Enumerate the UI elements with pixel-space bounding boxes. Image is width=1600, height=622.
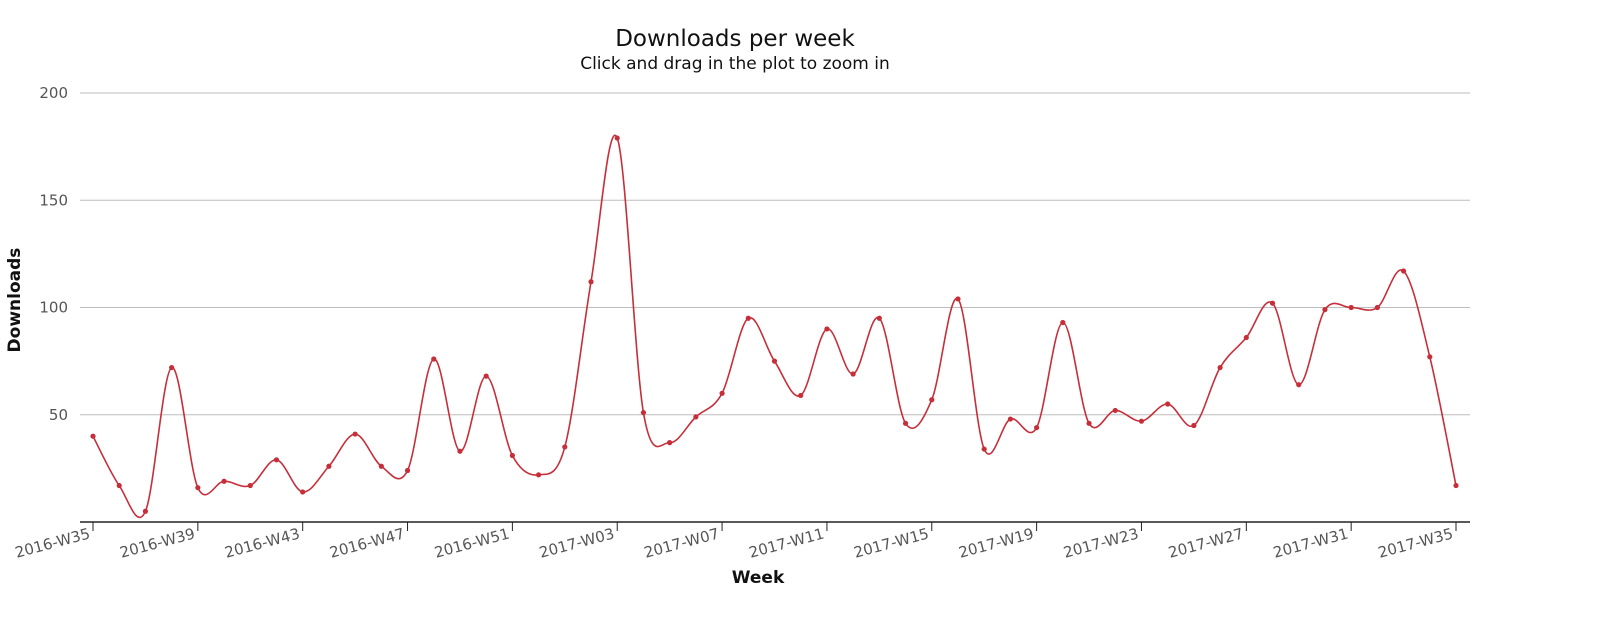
data-point[interactable]	[404, 467, 411, 474]
x-tick-label: 2017-W31	[1271, 524, 1350, 561]
series-group	[90, 134, 1459, 519]
data-point[interactable]	[562, 444, 568, 450]
x-tick-label: 2017-W07	[642, 524, 721, 561]
data-point[interactable]	[431, 356, 437, 362]
x-axis-title: Week	[732, 568, 785, 588]
data-point[interactable]	[693, 414, 699, 420]
data-point[interactable]	[1322, 307, 1328, 313]
data-point[interactable]	[116, 482, 122, 489]
data-point[interactable]	[955, 296, 961, 302]
data-point[interactable]	[169, 364, 175, 371]
x-tick-label: 2017-W27	[1166, 524, 1245, 561]
data-point[interactable]	[1348, 304, 1354, 311]
data-point[interactable]	[1296, 382, 1302, 388]
data-point[interactable]	[1243, 334, 1249, 341]
data-point[interactable]	[1191, 422, 1197, 429]
data-point[interactable]	[273, 457, 280, 463]
data-point[interactable]	[142, 508, 149, 514]
x-axis: 2016-W35 2016-W39 2016-W43 2016-W47 2016-W51…	[13, 521, 1470, 562]
x-tick-label: 2017-W03	[537, 524, 616, 561]
data-point[interactable]	[1138, 418, 1145, 424]
data-point[interactable]	[1427, 354, 1433, 360]
x-tick-label: 2016-W47	[328, 524, 407, 561]
data-point[interactable]	[300, 489, 306, 495]
x-tick-label: 2017-W11	[747, 524, 826, 561]
data-point[interactable]	[1374, 304, 1380, 311]
data-point[interactable]	[1060, 319, 1066, 326]
x-tick-label: 2016-W51	[432, 524, 511, 561]
data-point[interactable]	[824, 326, 830, 332]
data-point[interactable]	[798, 392, 804, 399]
y-tick-label: 200	[39, 84, 68, 102]
data-point[interactable]	[640, 410, 647, 416]
x-tick-label: 2016-W43	[223, 524, 302, 561]
data-point[interactable]	[1007, 416, 1014, 422]
y-tick-label: 100	[39, 299, 68, 317]
y-tick-label: 50	[49, 406, 68, 424]
y-axis-ticks: 50 100 150 200	[39, 84, 68, 424]
x-tick-label: 2016-W39	[118, 524, 197, 561]
chart-subtitle: Click and drag in the plot to zoom in	[580, 54, 890, 74]
chart-title: Downloads per week	[615, 26, 855, 52]
data-point[interactable]	[850, 371, 856, 377]
data-point[interactable]	[326, 463, 332, 469]
data-point[interactable]	[981, 446, 987, 452]
data-point[interactable]	[1453, 482, 1459, 489]
x-tick-label: 2017-W19	[957, 524, 1036, 561]
data-point[interactable]	[876, 315, 882, 321]
data-point[interactable]	[1086, 420, 1092, 426]
data-point[interactable]	[588, 279, 594, 285]
data-point[interactable]	[247, 482, 253, 489]
data-point[interactable]	[1165, 401, 1171, 407]
data-point[interactable]	[221, 478, 227, 484]
data-point[interactable]	[90, 433, 96, 439]
y-axis-title: Downloads	[5, 248, 25, 353]
data-point[interactable]	[771, 358, 778, 364]
data-point[interactable]	[1400, 268, 1407, 274]
x-tick-label: 2017-W15	[852, 524, 931, 561]
data-point[interactable]	[1217, 364, 1223, 371]
data-point[interactable]	[1034, 425, 1040, 431]
data-point[interactable]	[745, 315, 751, 321]
data-point[interactable]	[195, 485, 201, 491]
data-point[interactable]	[667, 440, 673, 446]
gridlines	[80, 92, 1470, 416]
data-point[interactable]	[719, 390, 725, 396]
data-point[interactable]	[929, 397, 935, 403]
series-line	[92, 134, 1457, 519]
data-point[interactable]	[457, 448, 463, 454]
data-point[interactable]	[483, 373, 489, 379]
x-tick-label: 2016-W35	[13, 524, 92, 561]
data-point[interactable]	[509, 452, 515, 459]
data-point[interactable]	[378, 463, 384, 469]
data-point[interactable]	[614, 135, 620, 141]
data-point[interactable]	[352, 431, 358, 437]
data-point[interactable]	[1269, 300, 1276, 306]
x-tick-label: 2017-W35	[1376, 524, 1455, 561]
data-point[interactable]	[902, 420, 909, 426]
data-point[interactable]	[535, 472, 542, 478]
x-tick-label: 2017-W23	[1062, 524, 1141, 561]
data-point[interactable]	[1112, 407, 1118, 414]
y-tick-label: 150	[39, 191, 68, 209]
